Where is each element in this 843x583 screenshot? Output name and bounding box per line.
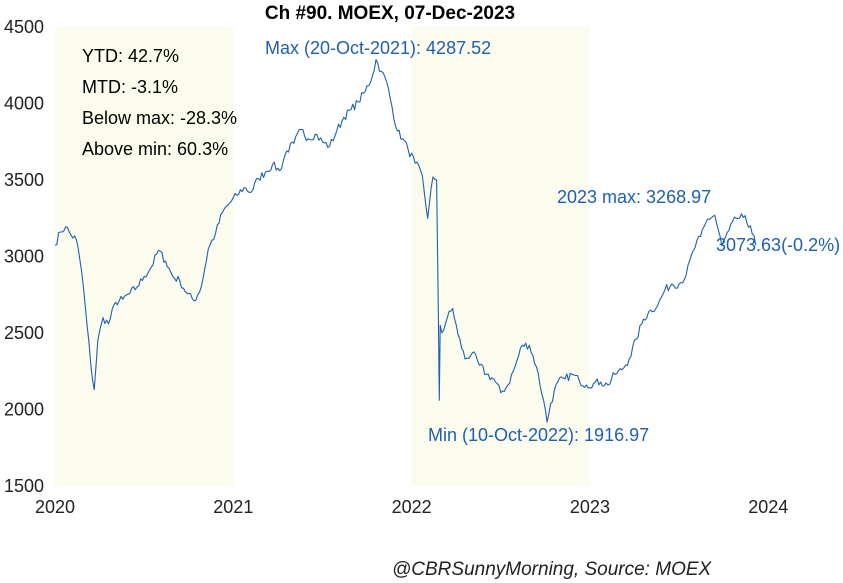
shaded-years xyxy=(55,27,590,486)
x-axis-ticks: 2020 2021 2022 2023 2024 xyxy=(35,497,788,517)
y-tick-label: 2000 xyxy=(4,400,44,420)
annotation-min: Min (10-Oct-2022): 1916.97 xyxy=(428,425,649,445)
y-tick-label: 3000 xyxy=(4,247,44,267)
y-tick-label: 2500 xyxy=(4,323,44,343)
x-tick-label: 2024 xyxy=(748,497,788,517)
chart-title: Ch #90. MOEX, 07-Dec-2023 xyxy=(265,3,515,24)
y-tick-label: 3500 xyxy=(4,170,44,190)
shaded-year-band-1 xyxy=(411,27,590,486)
moex-index-line xyxy=(54,59,757,423)
stat-ytd: YTD: 42.7% xyxy=(82,46,179,66)
stat-mtd: MTD: -3.1% xyxy=(82,77,178,97)
stat-above-min: Above min: 60.3% xyxy=(82,139,228,159)
stat-below-max: Below max: -28.3% xyxy=(82,108,237,128)
y-axis-ticks: 1500 2000 2500 3000 3500 4000 4500 xyxy=(4,17,44,496)
stats-box: YTD: 42.7% MTD: -3.1% Below max: -28.3% … xyxy=(82,46,237,159)
annotation-last: 3073.63(-0.2%) xyxy=(716,235,840,255)
y-tick-label: 4500 xyxy=(4,17,44,37)
y-tick-label: 1500 xyxy=(4,476,44,496)
source-label: @CBRSunnyMorning, Source: MOEX xyxy=(392,559,713,580)
x-tick-label: 2020 xyxy=(35,497,75,517)
x-tick-label: 2021 xyxy=(213,497,253,517)
annotation-2023-max: 2023 max: 3268.97 xyxy=(557,187,711,207)
x-tick-label: 2023 xyxy=(570,497,610,517)
shaded-year-band-0 xyxy=(55,27,234,486)
x-tick-label: 2022 xyxy=(392,497,432,517)
y-tick-label: 4000 xyxy=(4,94,44,114)
annotation-max: Max (20-Oct-2021): 4287.52 xyxy=(265,38,491,58)
